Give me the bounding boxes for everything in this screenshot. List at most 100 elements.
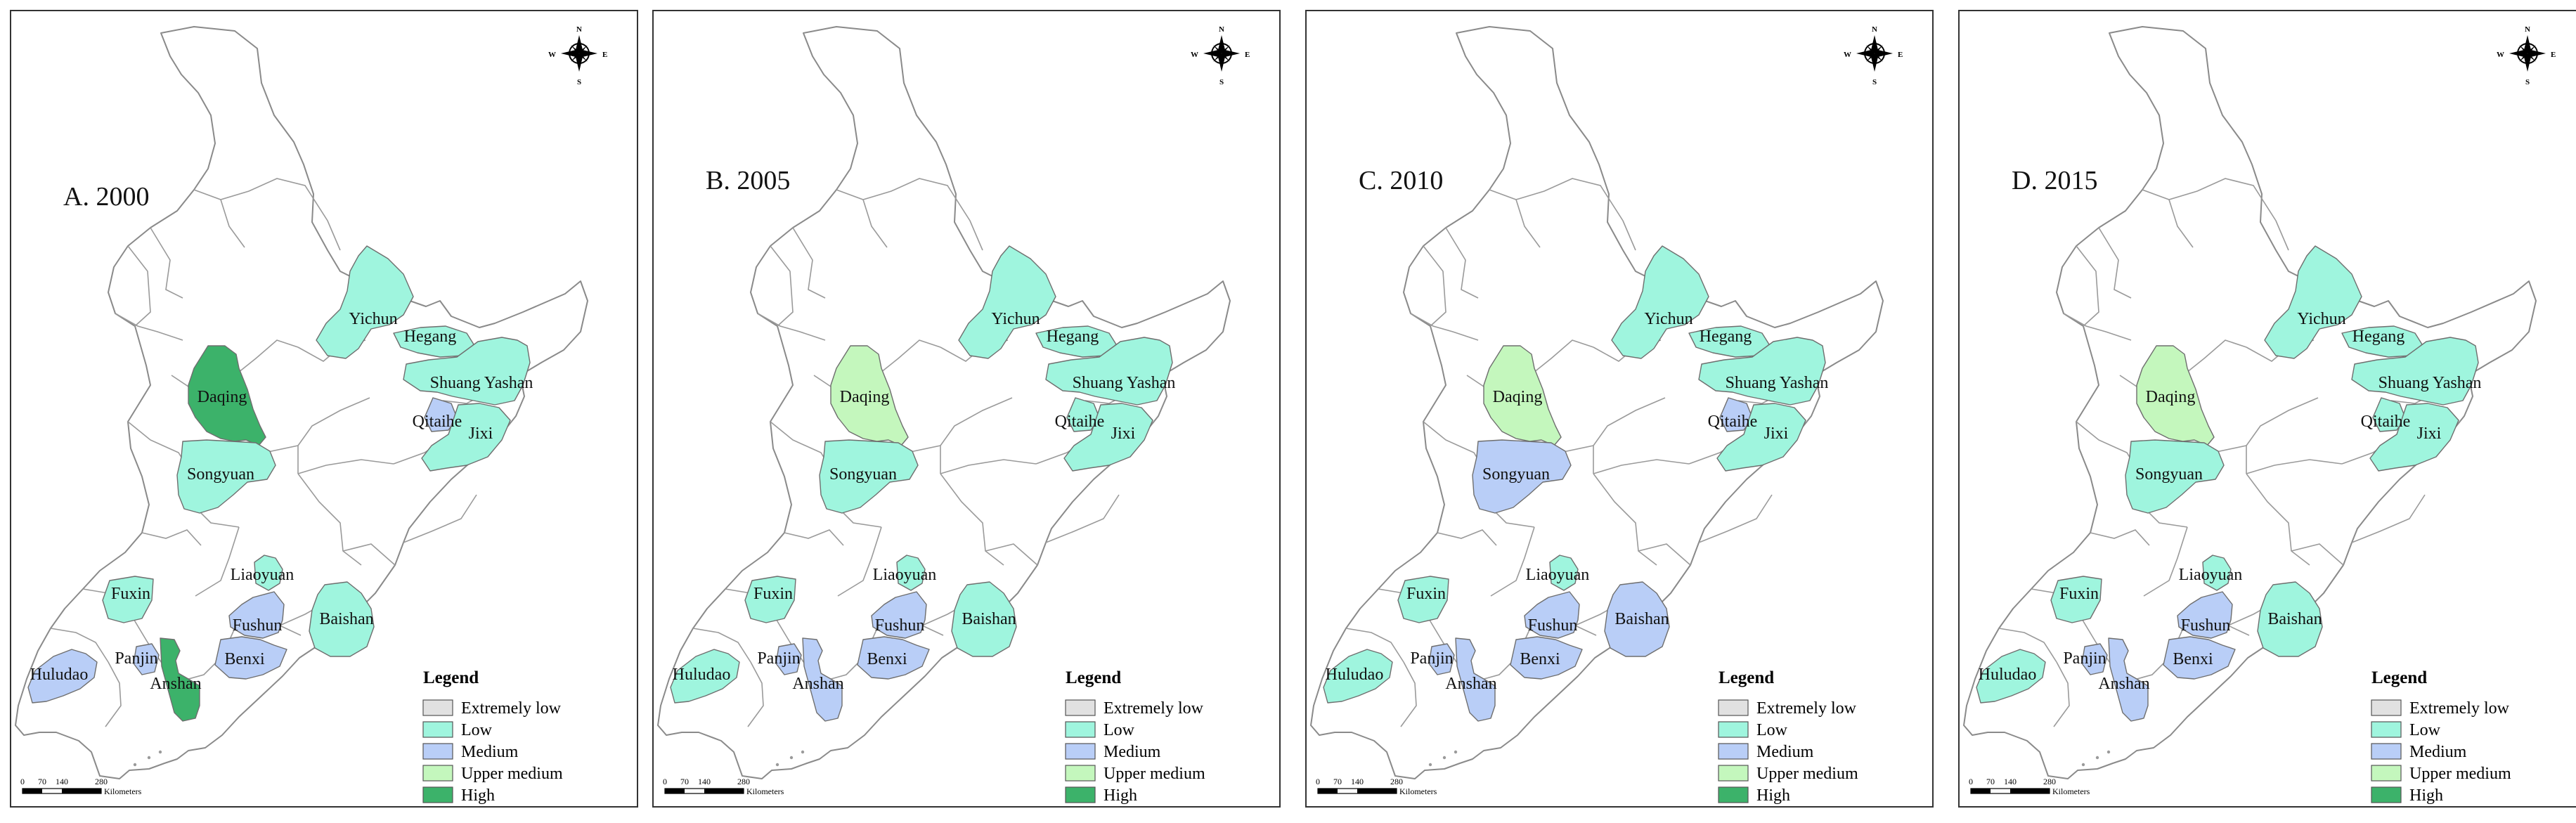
compass-letter-s: S — [577, 78, 581, 86]
city-label-yichun: Yichun — [1644, 310, 1692, 328]
legend-swatch-upper_medium — [1718, 765, 1749, 782]
admin-boundary-line — [1998, 628, 2057, 663]
compass-letter-n: N — [576, 25, 582, 34]
legend: Legend Extremely low Low Medium Upper medium… — [1065, 668, 1205, 805]
city-label-jixi: Jixi — [1111, 425, 1136, 443]
legend-swatch-medium — [422, 743, 453, 760]
city-region-yichun — [316, 245, 414, 359]
city-region-benxi — [1510, 636, 1583, 680]
scale-unit-label: Kilometers — [2052, 786, 2090, 796]
admin-boundary-line — [1423, 245, 1446, 327]
city-region-liaoyuan — [2202, 555, 2232, 591]
north-arrow-icon: N S E W — [1844, 25, 1903, 86]
city-region-songyuan — [176, 439, 276, 514]
scale-tick-label: 280 — [1390, 777, 1403, 786]
admin-boundary-line — [1490, 526, 1535, 597]
island-dot — [147, 756, 151, 760]
city-region-jixi — [2369, 403, 2459, 472]
admin-boundary-line — [2053, 661, 2070, 727]
city-label-baishan: Baishan — [2267, 610, 2322, 628]
city-region-benxi — [2163, 636, 2236, 680]
island-dot — [789, 756, 794, 760]
region-outline — [15, 26, 588, 779]
legend-swatch-low — [2371, 721, 2402, 738]
legend-title: Legend — [1719, 668, 1774, 687]
admin-boundary-line — [342, 543, 396, 566]
legend-swatch-extremely_low — [1065, 699, 1096, 716]
admin-boundary-line — [2168, 199, 2194, 248]
city-label-hegang: Hegang — [2352, 328, 2405, 346]
legend-label-medium: Medium — [1756, 743, 1814, 761]
city-region-panjin — [775, 643, 802, 675]
scale-tick-label: 70 — [680, 777, 689, 786]
map-canvas: Yichun Hegang Shuang Yashan Qitaihe Jixi Daqi… — [1958, 10, 2576, 808]
city-label-songyuan: Songyuan — [2135, 465, 2203, 484]
island-dot — [2081, 763, 2085, 767]
compass-letter-w: W — [2497, 51, 2504, 59]
city-region-shuangyashan — [2351, 337, 2479, 406]
admin-boundary-line — [692, 628, 751, 663]
map-canvas: Yichun Hegang Shuang Yashan Qitaihe Jixi Daqi… — [1305, 10, 1934, 808]
legend-label-upper_medium: Upper medium — [1103, 765, 1205, 783]
city-label-shuangyashan: Shuang Yashan — [1726, 374, 1829, 392]
legend-swatch-high — [1065, 786, 1096, 803]
admin-boundary-line — [940, 397, 1013, 474]
admin-boundary-line — [2291, 543, 2344, 566]
admin-boundary-line — [770, 245, 794, 327]
scale-unit-label: Kilometers — [104, 786, 142, 796]
admin-boundary-line — [792, 227, 826, 299]
city-region-fuxin — [2050, 576, 2102, 623]
city-label-jixi: Jixi — [469, 425, 493, 443]
legend-title: Legend — [1066, 668, 1121, 687]
legend: Legend Extremely low Low Medium Upper medium… — [1718, 668, 1858, 805]
city-label-fuxin: Fuxin — [753, 585, 793, 603]
region-outline — [657, 26, 1231, 779]
city-region-baishan — [309, 581, 375, 657]
admin-boundary-line — [985, 543, 1038, 566]
city-region-liaoyuan — [254, 555, 283, 591]
city-label-anshan: Anshan — [150, 675, 201, 693]
legend-label-medium: Medium — [2409, 743, 2467, 761]
city-label-qitaihe: Qitaihe — [2361, 413, 2411, 431]
city-label-yichun: Yichun — [2297, 310, 2345, 328]
city-region-jixi — [1063, 403, 1153, 472]
legend-label-high: High — [1103, 786, 1137, 805]
city-label-panjin: Panjin — [757, 649, 800, 668]
legend-swatch-upper_medium — [1065, 765, 1096, 782]
city-label-hegang: Hegang — [1047, 328, 1099, 346]
city-label-anshan: Anshan — [1445, 675, 1496, 693]
city-region-fuxin — [1397, 576, 1449, 623]
scale-tick-label: 140 — [2004, 777, 2017, 786]
compass-letter-w: W — [1191, 51, 1198, 59]
admin-boundary-line — [1593, 473, 1657, 566]
legend-label-upper_medium: Upper medium — [1756, 765, 1858, 783]
city-region-anshan — [2108, 637, 2149, 722]
panel-title: A. 2000 — [63, 182, 149, 212]
city-label-daqing: Daqing — [1493, 388, 1543, 406]
city-label-benxi: Benxi — [224, 650, 265, 668]
admin-boundary-line — [784, 529, 844, 546]
city-region-baishan — [2257, 581, 2323, 657]
city-region-songyuan — [1472, 439, 1572, 514]
scale-tick-label: 0 — [663, 777, 667, 786]
legend-label-upper_medium: Upper medium — [461, 765, 563, 783]
admin-boundary-line — [2182, 339, 2247, 376]
admin-boundary-line — [1445, 227, 1479, 299]
admin-boundary-line — [150, 227, 183, 299]
admin-boundary-line — [403, 494, 477, 543]
legend-label-high: High — [1756, 786, 1790, 805]
island-dot — [1454, 750, 1458, 754]
city-label-daqing: Daqing — [840, 388, 890, 406]
compass-letter-n: N — [2525, 25, 2530, 34]
legend-label-low: Low — [2409, 721, 2441, 739]
city-label-fushun: Fushun — [233, 616, 283, 635]
city-region-shuangyashan — [403, 337, 531, 406]
city-label-baishan: Baishan — [962, 610, 1016, 628]
city-region-fushun — [1524, 591, 1580, 639]
legend-title: Legend — [2371, 668, 2427, 687]
city-region-shuangyashan — [1698, 337, 1826, 406]
scale-tick-label: 280 — [95, 777, 108, 786]
island-dot — [801, 750, 805, 754]
